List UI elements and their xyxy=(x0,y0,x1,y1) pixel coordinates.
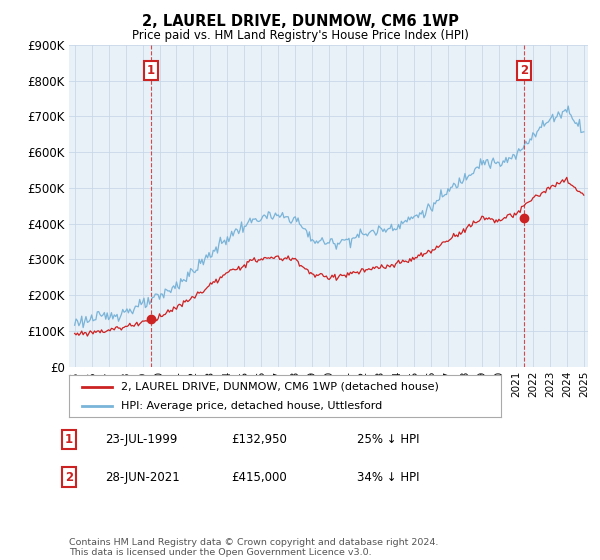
Text: 1: 1 xyxy=(147,64,155,77)
Text: 2, LAUREL DRIVE, DUNMOW, CM6 1WP: 2, LAUREL DRIVE, DUNMOW, CM6 1WP xyxy=(142,14,458,29)
Text: 34% ↓ HPI: 34% ↓ HPI xyxy=(357,470,419,484)
Text: HPI: Average price, detached house, Uttlesford: HPI: Average price, detached house, Uttl… xyxy=(121,401,382,411)
Text: 2, LAUREL DRIVE, DUNMOW, CM6 1WP (detached house): 2, LAUREL DRIVE, DUNMOW, CM6 1WP (detach… xyxy=(121,381,439,391)
Text: 1: 1 xyxy=(65,433,73,446)
Text: £132,950: £132,950 xyxy=(231,433,287,446)
Text: 2: 2 xyxy=(65,470,73,484)
Text: 2: 2 xyxy=(520,64,529,77)
Text: £415,000: £415,000 xyxy=(231,470,287,484)
Text: 28-JUN-2021: 28-JUN-2021 xyxy=(105,470,180,484)
Text: 25% ↓ HPI: 25% ↓ HPI xyxy=(357,433,419,446)
Text: 23-JUL-1999: 23-JUL-1999 xyxy=(105,433,178,446)
Text: Price paid vs. HM Land Registry's House Price Index (HPI): Price paid vs. HM Land Registry's House … xyxy=(131,29,469,42)
Text: Contains HM Land Registry data © Crown copyright and database right 2024.
This d: Contains HM Land Registry data © Crown c… xyxy=(69,538,439,557)
